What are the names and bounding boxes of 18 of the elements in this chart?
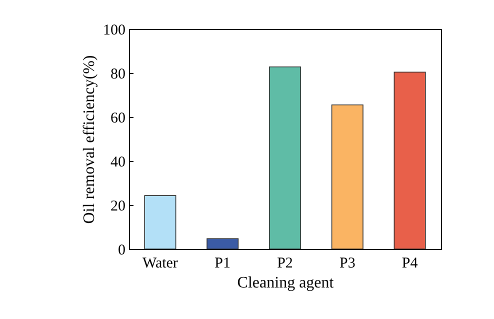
bar: [144, 195, 176, 250]
y-tick-label: 40: [110, 154, 126, 170]
x-tick-label: P1: [214, 256, 231, 272]
y-tick-label: 60: [110, 110, 126, 126]
y-tick-label: 20: [110, 198, 126, 214]
x-tick-label: P2: [277, 256, 293, 272]
bar: [206, 238, 239, 250]
x-axis-title: Cleaning agent: [237, 274, 334, 292]
x-tick-label: Water: [142, 256, 178, 272]
y-tick-label: 100: [103, 22, 126, 38]
x-tick-label: P3: [339, 256, 356, 272]
bar: [394, 72, 426, 250]
bar: [269, 66, 301, 250]
y-tick-label: 80: [110, 66, 126, 82]
x-tick-label: P4: [402, 256, 418, 272]
y-tick-label: 0: [118, 242, 126, 258]
bar: [331, 104, 364, 250]
y-axis-title: Oil removal efficiency(%): [81, 55, 98, 224]
